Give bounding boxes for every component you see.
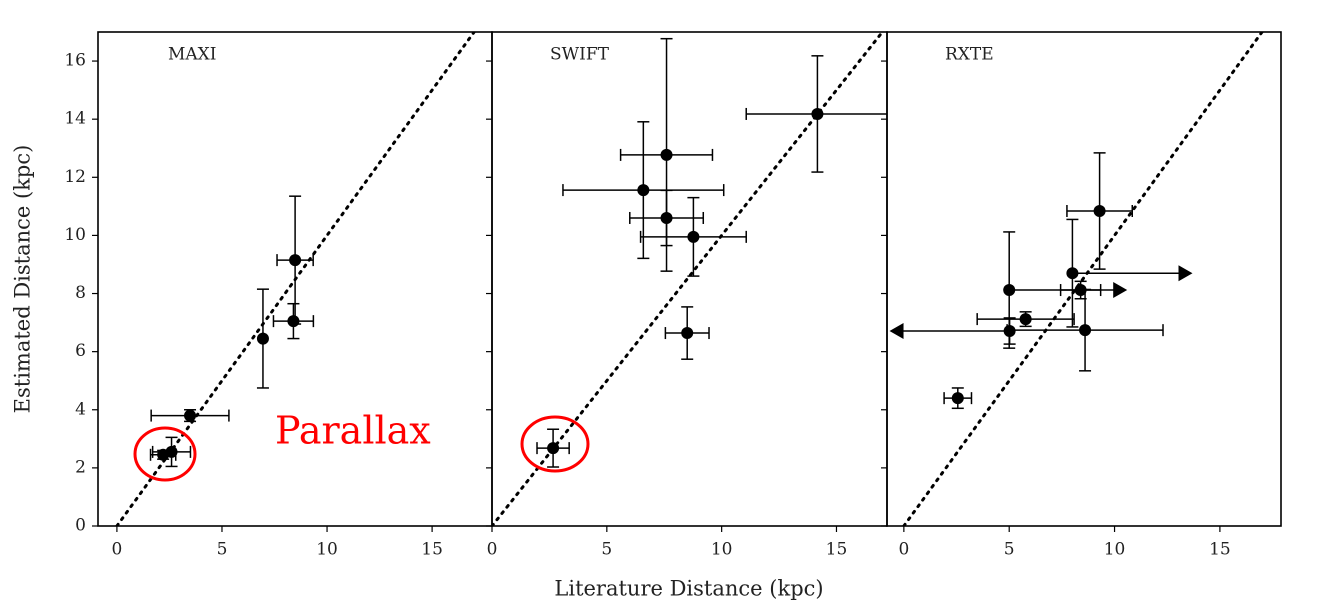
y-tick-label: 6 (75, 341, 86, 361)
data-point (289, 254, 302, 267)
data-point (1003, 284, 1016, 297)
data-point (1003, 325, 1016, 338)
panel (115, 32, 476, 526)
panel (889, 32, 1264, 526)
annotation: Parallax (275, 409, 431, 453)
y-tick-label: 4 (75, 399, 86, 419)
data-point (811, 107, 824, 120)
x-limit-head (889, 323, 904, 340)
data-point (687, 230, 700, 243)
data-point (1079, 324, 1092, 337)
x-tick-label: 0 (111, 540, 122, 560)
y-tick-label: 8 (75, 283, 86, 303)
x-axis-label: Literature Distance (kpc) (554, 577, 823, 601)
panel-title: MAXI (168, 45, 217, 65)
panel (492, 32, 887, 526)
x-limit-arrow (1072, 265, 1193, 282)
y-tick-label: 14 (64, 109, 86, 129)
y-tick-label: 10 (64, 225, 86, 245)
x-limit-head (1178, 265, 1193, 282)
highlight-circle (133, 426, 197, 482)
y-tick-label: 0 (75, 516, 86, 536)
x-tick-label: 5 (1004, 540, 1015, 560)
y-tick-label: 2 (75, 457, 86, 477)
reference-line (902, 32, 1264, 526)
data-point (660, 211, 673, 224)
data-point (547, 442, 560, 455)
data-point (660, 148, 673, 161)
panel-title: SWIFT (550, 45, 610, 65)
data-point (256, 332, 269, 345)
panel-frame (886, 31, 1282, 527)
x-tick-label: 0 (487, 540, 498, 560)
highlight-circle (520, 415, 590, 473)
y-tick-label: 12 (64, 167, 86, 187)
x-tick-label: 15 (1209, 540, 1231, 560)
x-tick-label: 5 (217, 540, 228, 560)
data-point (1019, 313, 1032, 326)
x-tick-label: 0 (898, 540, 909, 560)
x-limit-arrow (889, 323, 1010, 340)
data-point (184, 409, 197, 422)
data-point (951, 392, 964, 405)
panel-title: RXTE (945, 45, 994, 65)
x-tick-label: 15 (421, 540, 443, 560)
x-limit-head (1113, 282, 1128, 299)
x-tick-label: 10 (711, 540, 733, 560)
data-point (287, 315, 300, 328)
x-tick-label: 15 (826, 540, 848, 560)
data-point (1066, 267, 1079, 280)
y-tick-label: 16 (64, 51, 86, 71)
x-tick-label: 5 (601, 540, 612, 560)
data-point (157, 448, 170, 461)
x-tick-label: 10 (316, 540, 338, 560)
data-point (681, 327, 694, 340)
y-axis-label: Estimated Distance (kpc) (11, 145, 35, 414)
data-point (1093, 205, 1106, 218)
data-point (637, 184, 650, 197)
x-tick-label: 10 (1104, 540, 1126, 560)
